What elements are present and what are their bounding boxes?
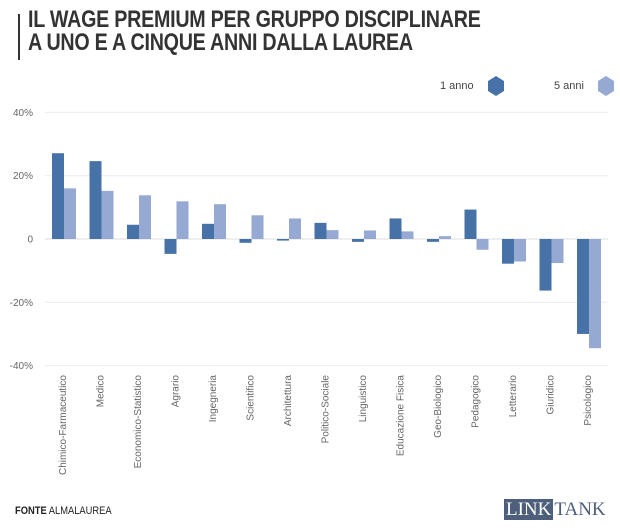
x-tick-label: Economico-Statistico [133, 375, 144, 469]
logo-tank: TANK [554, 499, 606, 520]
bar-5-anni [401, 231, 414, 239]
bar-1-anno [164, 239, 177, 254]
bar-1-anno [239, 239, 252, 243]
bar-5-anni [551, 239, 564, 264]
bar-5-anni [439, 236, 451, 239]
legend-label: 5 anni [554, 80, 584, 92]
x-tick-label: Pedagogico [471, 375, 482, 428]
x-tick-label: Agrario [171, 375, 182, 408]
bar-5-anni [176, 201, 189, 239]
bar-1-anno [427, 239, 439, 242]
bar-1-anno [202, 223, 214, 239]
title-accent-bar [18, 14, 20, 60]
bar-1-anno [52, 153, 64, 239]
bar-5-anni [289, 218, 301, 239]
bar-1-anno [277, 239, 289, 241]
x-tick-label: Scientifico [246, 375, 257, 421]
logo-link: LINK [504, 499, 554, 520]
y-tick-label: -20% [10, 298, 33, 309]
y-tick-label: 0 [27, 235, 33, 246]
x-tick-label: Ingegneria [208, 375, 219, 423]
legend-item-1-anno: 1 anno [440, 76, 504, 96]
bar-5-anni [514, 239, 526, 262]
legend-label: 1 anno [440, 80, 474, 92]
bar-1-anno [502, 239, 514, 264]
x-tick-label: Letterario [508, 375, 519, 418]
y-tick-label: -40% [10, 361, 33, 372]
title-line-1: IL WAGE PREMIUM PER GRUPPO DISCIPLINARE [28, 6, 481, 33]
bar-5-anni [326, 230, 339, 239]
bar-chart: 40% 20% 0 -20% -40% Chimico-Farmaceutico Medic… [10, 108, 608, 475]
bar-1-anno [464, 209, 477, 239]
bar-1-anno [127, 224, 139, 239]
x-tick-label: Linguistico [358, 375, 369, 423]
bar-5-anni [214, 204, 226, 239]
bar-5-anni [589, 239, 601, 349]
y-tick-label: 20% [13, 171, 33, 182]
x-tick-label: Psicologico [583, 375, 594, 426]
bar-5-anni [364, 230, 376, 239]
bar-5-anni [476, 239, 489, 250]
hexagon-icon [597, 76, 614, 96]
x-tick-label: Medico [96, 375, 107, 408]
bar-1-anno [89, 161, 102, 239]
bar-1-anno [539, 239, 552, 291]
bar-5-anni [139, 195, 151, 239]
legend-item-5-anni: 5 anni [554, 76, 614, 96]
bar-1-anno [314, 222, 327, 239]
x-tick-label: Educazione Fisica [396, 375, 407, 457]
x-tick-label: Giuridico [546, 375, 557, 415]
x-tick-label: Architettura [283, 375, 294, 427]
y-tick-label: 40% [13, 108, 33, 119]
bar-5-anni [64, 188, 76, 239]
x-tick-label: Geo-Biologico [433, 375, 444, 438]
source-value: ALMALAUREA [48, 505, 112, 517]
hexagon-icon [487, 76, 504, 96]
source-note: FONTE ALMALAUREA [15, 505, 112, 517]
x-tick-label: Chimico-Farmaceutico [58, 375, 69, 475]
x-tick-label: Politico-Sociale [321, 375, 332, 444]
title-line-2: A UNO E A CINQUE ANNI DALLA LAUREA [28, 29, 413, 56]
source-label: FONTE [15, 505, 47, 517]
bar-1-anno [389, 218, 402, 239]
linktank-logo: LINK TANK [504, 499, 606, 520]
bar-5-anni [101, 190, 114, 239]
chart-title: IL WAGE PREMIUM PER GRUPPO DISCIPLINARE … [28, 6, 481, 56]
bar-5-anni [251, 215, 264, 239]
bar-1-anno [577, 239, 589, 334]
bar-1-anno [352, 239, 364, 242]
